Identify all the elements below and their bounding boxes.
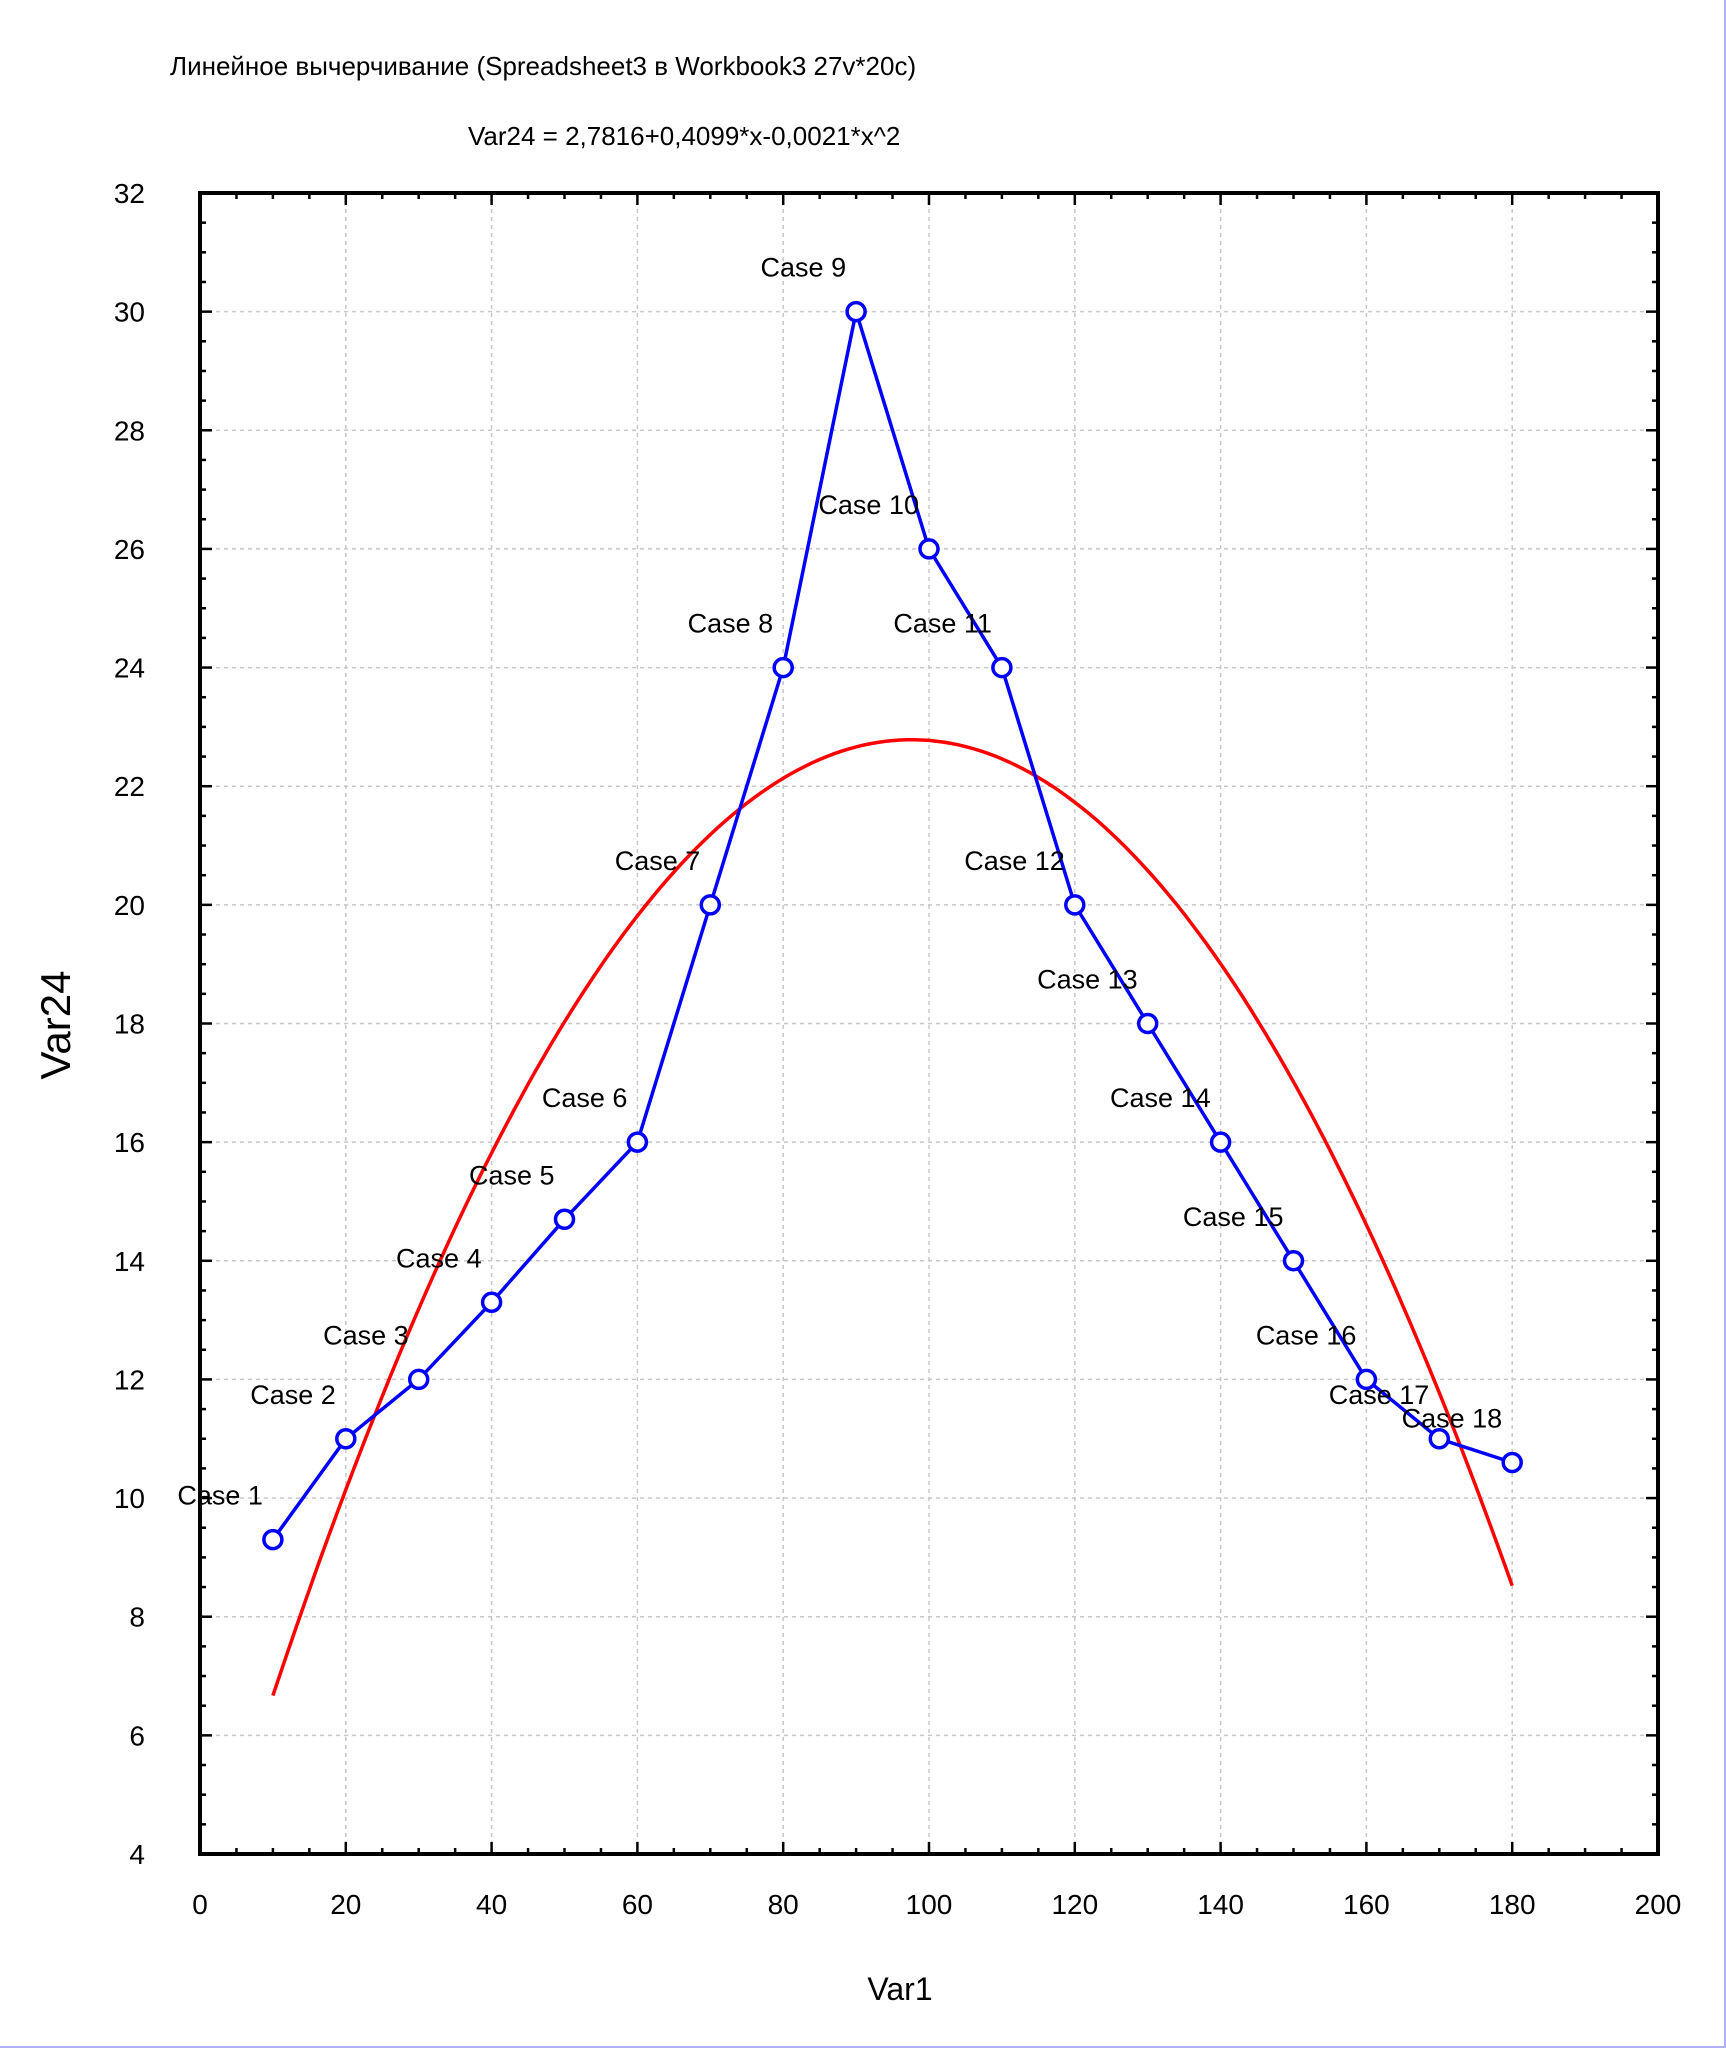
fit-curve bbox=[271, 737, 1514, 1697]
x-tick-label: 200 bbox=[1635, 1889, 1682, 1920]
y-tick-label: 16 bbox=[114, 1127, 145, 1158]
x-tick-label: 180 bbox=[1489, 1889, 1536, 1920]
data-point bbox=[772, 656, 794, 679]
point-label: Case 14 bbox=[1110, 1083, 1211, 1113]
point-label: Case 13 bbox=[1037, 965, 1138, 995]
data-point bbox=[918, 538, 940, 560]
series-line bbox=[271, 311, 1513, 1541]
y-tick-label: 10 bbox=[114, 1483, 145, 1514]
data-point bbox=[335, 1428, 357, 1450]
y-tick-label: 30 bbox=[114, 297, 145, 328]
data-point bbox=[1355, 1368, 1378, 1391]
point-label: Case 16 bbox=[1256, 1320, 1357, 1350]
y-tick-label: 8 bbox=[129, 1602, 145, 1633]
chart-subtitle: Var24 = 2,7816+0,4099*x-0,0021*x^2 bbox=[468, 121, 900, 151]
chart-title: Линейное вычерчивание (Spreadsheet3 в Wo… bbox=[170, 51, 916, 81]
y-tick-label: 26 bbox=[114, 534, 145, 565]
x-tick-label: 80 bbox=[768, 1889, 799, 1920]
data-point bbox=[1282, 1250, 1305, 1272]
x-tick-label: 0 bbox=[192, 1889, 208, 1920]
point-label: Case 11 bbox=[893, 609, 992, 639]
point-labels-layer: Case 1 Case 2 Case 3 Case 4 Case 5 Case 6 Case… bbox=[177, 253, 1502, 1511]
x-tick-label: 60 bbox=[622, 1889, 653, 1920]
data-point bbox=[1136, 1012, 1159, 1035]
x-tick-label: 160 bbox=[1343, 1889, 1390, 1920]
y-axis-label: Var24 bbox=[32, 971, 79, 1080]
data-point bbox=[480, 1291, 503, 1314]
point-label: Case 17 bbox=[1329, 1380, 1430, 1410]
point-label: Case 10 bbox=[818, 490, 919, 520]
x-tick-label: 40 bbox=[476, 1889, 507, 1920]
axis-ticks bbox=[198, 191, 1660, 1856]
y-tick-label: 24 bbox=[114, 653, 145, 684]
point-label: Case 7 bbox=[615, 846, 701, 876]
data-point bbox=[1209, 1131, 1232, 1153]
x-tick-label: 120 bbox=[1051, 1889, 1098, 1920]
point-label: Case 2 bbox=[250, 1380, 336, 1410]
y-tick-label: 32 bbox=[114, 178, 145, 209]
x-tick-label: 140 bbox=[1197, 1889, 1244, 1920]
y-tick-label: 12 bbox=[114, 1364, 145, 1395]
y-tick-label: 20 bbox=[114, 890, 145, 921]
x-tick-label: 20 bbox=[330, 1889, 361, 1920]
point-label: Case 18 bbox=[1402, 1403, 1503, 1433]
data-point bbox=[553, 1208, 576, 1231]
data-point bbox=[1064, 894, 1086, 916]
y-tick-label: 6 bbox=[129, 1720, 145, 1751]
point-label: Case 1 bbox=[177, 1481, 263, 1511]
x-axis-tick-labels: 0 20 40 60 80 100 120 140 160 180 200 bbox=[192, 1889, 1681, 1920]
point-label: Case 9 bbox=[761, 253, 847, 283]
point-label: Case 12 bbox=[964, 846, 1065, 876]
y-tick-label: 4 bbox=[129, 1839, 145, 1870]
point-label: Case 5 bbox=[469, 1160, 555, 1190]
y-tick-label: 14 bbox=[114, 1246, 145, 1277]
data-point bbox=[262, 1528, 284, 1551]
x-tick-label: 100 bbox=[906, 1889, 953, 1920]
data-point bbox=[1428, 1428, 1451, 1450]
y-tick-label: 22 bbox=[114, 771, 145, 802]
point-label: Case 3 bbox=[323, 1320, 409, 1350]
data-series-layer bbox=[262, 300, 1523, 1551]
data-point bbox=[845, 300, 867, 323]
x-axis-label: Var1 bbox=[867, 1971, 932, 2007]
point-label: Case 15 bbox=[1183, 1202, 1284, 1232]
data-point bbox=[991, 656, 1013, 679]
point-label: Case 8 bbox=[688, 609, 774, 639]
data-point bbox=[699, 894, 722, 916]
fit-curve-layer bbox=[271, 737, 1514, 1697]
data-point bbox=[407, 1368, 430, 1391]
point-label: Case 6 bbox=[542, 1083, 628, 1113]
y-tick-label: 28 bbox=[114, 415, 145, 446]
y-tick-label: 18 bbox=[114, 1009, 145, 1040]
point-label: Case 4 bbox=[396, 1243, 482, 1273]
data-point bbox=[626, 1131, 649, 1153]
grid-lines bbox=[200, 193, 1658, 1854]
y-axis-tick-labels: 4 6 8 10 12 14 16 18 20 22 24 26 28 30 32 bbox=[114, 178, 145, 1870]
data-point bbox=[1501, 1451, 1523, 1474]
